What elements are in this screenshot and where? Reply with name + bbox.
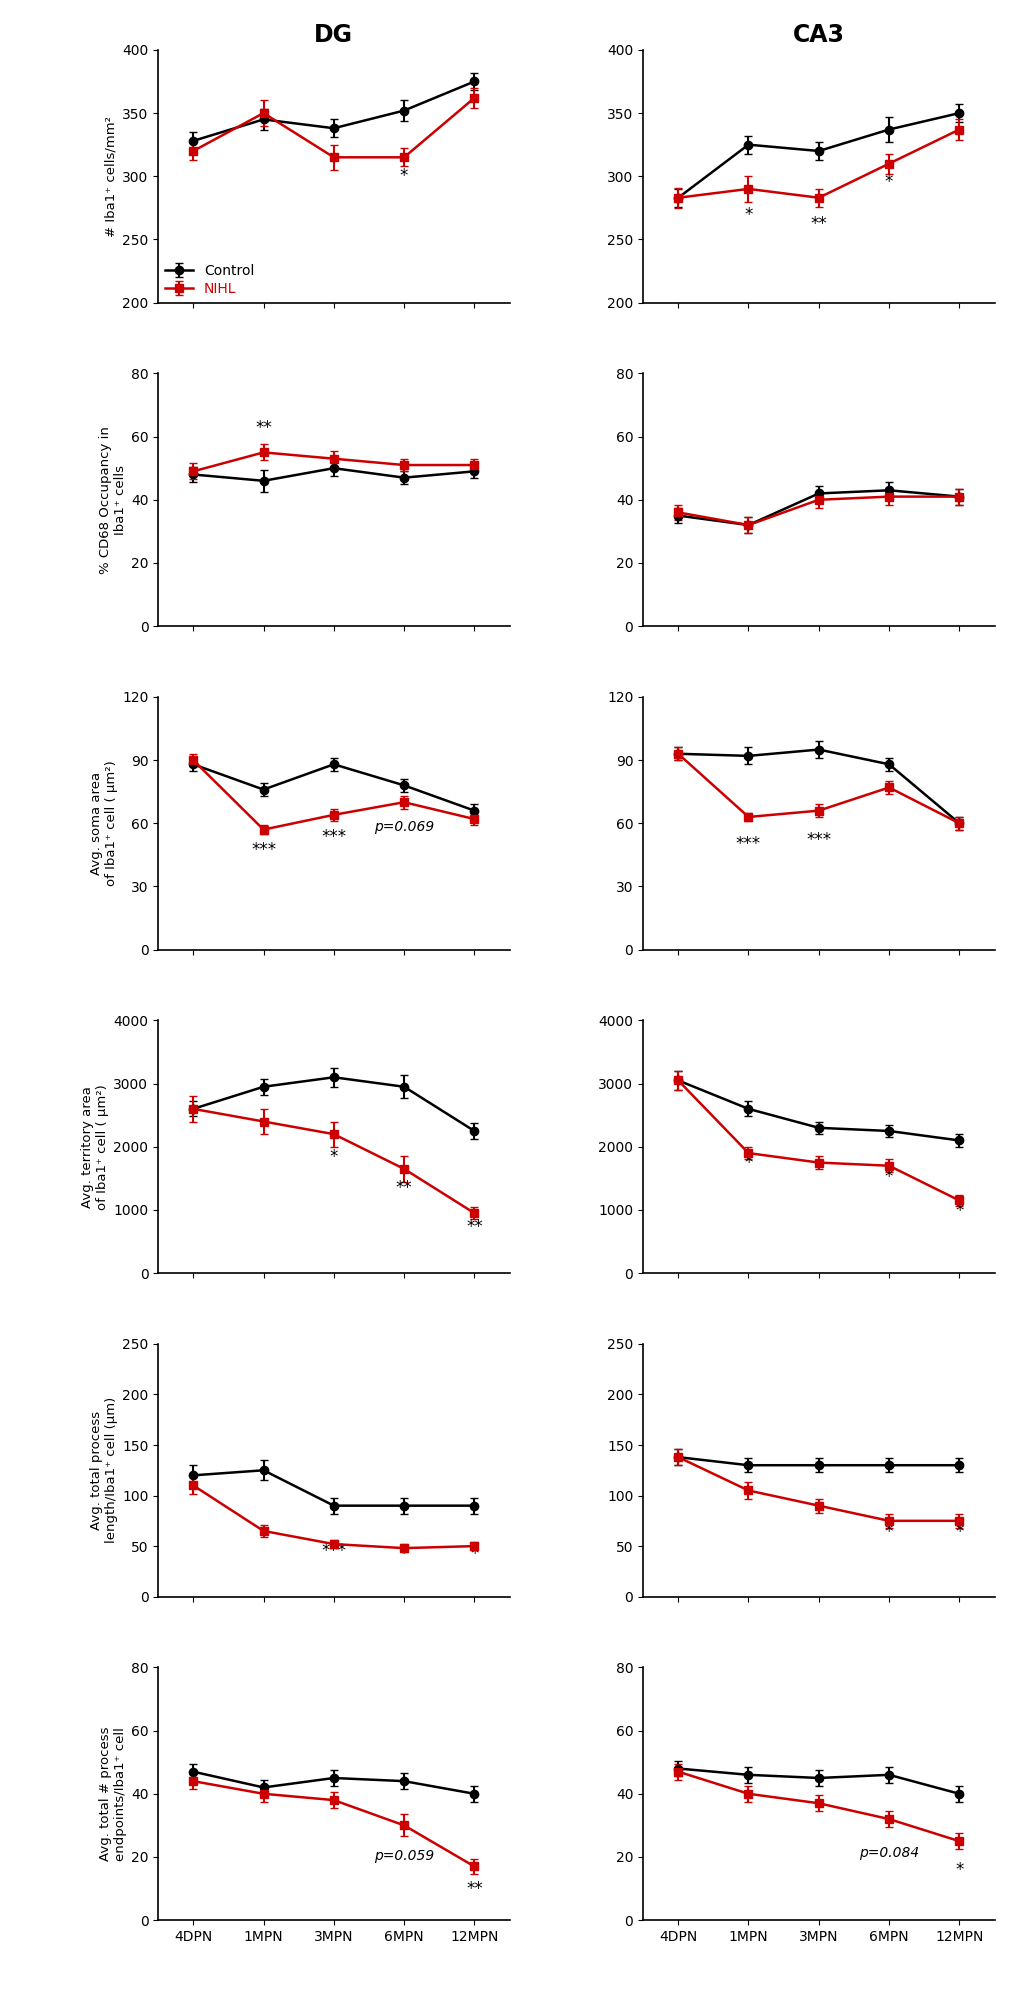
Title: CA3: CA3	[792, 22, 844, 46]
Text: **: **	[395, 1180, 412, 1198]
Y-axis label: # Iba1⁺ cells/mm²: # Iba1⁺ cells/mm²	[105, 116, 118, 238]
Text: ***: ***	[321, 828, 346, 846]
Y-axis label: Avg. total # process
endpoints/Iba1⁺ cell: Avg. total # process endpoints/Iba1⁺ cel…	[99, 1727, 126, 1860]
Text: *: *	[884, 174, 893, 192]
Text: *: *	[470, 1545, 478, 1563]
Text: *: *	[954, 1202, 963, 1220]
Text: ***: ***	[251, 840, 276, 858]
Y-axis label: Avg. territory area
of Iba1⁺ cell ( µm²): Avg. territory area of Iba1⁺ cell ( µm²)	[81, 1084, 109, 1210]
Text: **: **	[466, 1218, 482, 1236]
Text: p=0.069: p=0.069	[374, 820, 434, 834]
Text: *: *	[329, 1148, 337, 1166]
Text: *: *	[399, 1545, 408, 1563]
Text: p=0.059: p=0.059	[374, 1848, 434, 1864]
Text: p=0.084: p=0.084	[858, 1846, 918, 1860]
Text: **: **	[466, 1880, 482, 1898]
Text: **: **	[810, 216, 826, 234]
Text: *: *	[744, 1154, 752, 1172]
Text: *: *	[884, 1523, 893, 1541]
Text: ***: ***	[321, 1543, 346, 1561]
Legend: Control, NIHL: Control, NIHL	[165, 263, 254, 295]
Text: *: *	[399, 168, 408, 186]
Y-axis label: Avg. total process
length/Iba1⁺ cell (µm): Avg. total process length/Iba1⁺ cell (µm…	[90, 1397, 118, 1543]
Text: **: **	[255, 419, 272, 437]
Y-axis label: % CD68 Occupancy in
Iba1⁺ cells: % CD68 Occupancy in Iba1⁺ cells	[99, 425, 126, 573]
Text: *: *	[744, 206, 752, 224]
Text: *: *	[954, 1860, 963, 1878]
Text: *: *	[954, 1523, 963, 1541]
Text: ***: ***	[736, 834, 760, 852]
Title: DG: DG	[314, 22, 353, 46]
Y-axis label: Avg. soma area
of Iba1⁺ cell ( µm²): Avg. soma area of Iba1⁺ cell ( µm²)	[90, 760, 118, 886]
Text: ***: ***	[805, 830, 830, 848]
Text: *: *	[884, 1168, 893, 1186]
